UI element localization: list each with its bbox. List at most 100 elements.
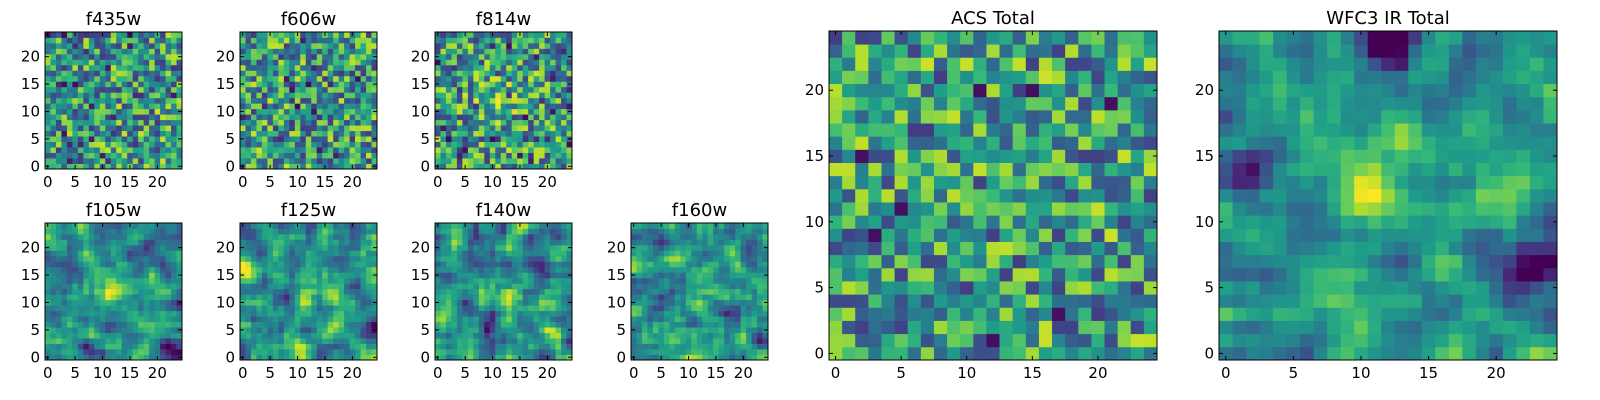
heatmap-cell <box>94 305 101 312</box>
heatmap-cell <box>50 343 57 350</box>
heatmap-cell <box>176 37 183 44</box>
heatmap-cell <box>349 152 356 159</box>
heatmap-cell <box>127 37 134 44</box>
heatmap-cell <box>250 261 257 268</box>
heatmap-cell <box>149 158 155 164</box>
heatmap-cell <box>149 163 155 170</box>
heatmap-cell <box>1117 188 1132 203</box>
heatmap-cell <box>305 158 312 164</box>
heatmap-cell <box>544 103 551 110</box>
heatmap-cell <box>456 299 463 306</box>
heatmap-cell <box>272 354 279 361</box>
heatmap-cell <box>729 288 736 295</box>
heatmap-cell <box>707 223 714 229</box>
heatmap-cell <box>289 277 296 284</box>
heatmap-cell <box>160 42 166 49</box>
heatmap-cell <box>691 294 698 301</box>
heatmap-cell <box>544 288 551 295</box>
axes-frame <box>434 31 573 170</box>
heatmap-cell <box>294 338 301 344</box>
heatmap-cell <box>920 346 935 361</box>
heatmap-cell <box>1117 241 1132 256</box>
heatmap-cell <box>110 272 117 279</box>
heatmap-cell <box>550 163 556 170</box>
heatmap-cell <box>349 108 356 115</box>
heatmap-cell <box>105 349 112 355</box>
heatmap-cell <box>539 283 545 290</box>
heatmap-cell <box>1091 320 1105 335</box>
heatmap-cell <box>283 158 290 164</box>
heatmap-cell <box>855 149 869 163</box>
heatmap-cell <box>165 152 172 159</box>
heatmap-cell <box>349 327 356 333</box>
heatmap-cell <box>283 250 290 257</box>
heatmap-cell <box>99 125 106 132</box>
heatmap-cell <box>138 277 145 284</box>
heatmap-cell <box>94 119 101 126</box>
heatmap-cell <box>500 92 507 99</box>
heatmap-cell <box>533 294 540 301</box>
heatmap-cell <box>45 250 51 257</box>
heatmap-cell <box>338 119 345 126</box>
heatmap-cell <box>66 255 73 262</box>
heatmap-cell <box>691 261 698 268</box>
heatmap-cell <box>94 338 101 344</box>
heatmap-cell <box>360 119 367 126</box>
heatmap-cell <box>171 37 177 44</box>
heatmap-cell <box>751 261 758 268</box>
heatmap-cell <box>344 119 350 126</box>
heatmap-cell <box>316 343 323 350</box>
heatmap-cell <box>300 349 307 355</box>
heatmap-cell <box>1104 215 1119 229</box>
heatmap-cell <box>261 321 268 328</box>
heatmap-cell <box>933 254 948 269</box>
heatmap-cell <box>647 310 654 317</box>
heatmap-cell <box>467 32 474 38</box>
heatmap-cell <box>289 136 296 142</box>
heatmap-cell <box>50 244 57 251</box>
heatmap-cell <box>685 299 692 306</box>
heatmap-cell <box>522 163 529 170</box>
heatmap-cell <box>506 255 513 262</box>
heatmap-cell <box>66 272 73 279</box>
heatmap-cell <box>305 103 312 110</box>
heatmap-cell <box>50 42 57 49</box>
heatmap-cell <box>344 327 350 333</box>
heatmap-cell <box>66 92 73 99</box>
heatmap-cell <box>240 266 246 273</box>
heatmap-cell <box>680 261 687 268</box>
heatmap-cell <box>272 332 279 339</box>
heatmap-cell <box>240 147 246 153</box>
heatmap-cell <box>473 130 480 137</box>
heatmap-cell <box>539 103 545 110</box>
heatmap-cell <box>355 343 361 350</box>
heatmap-cell <box>154 59 161 66</box>
heatmap-cell <box>473 255 480 262</box>
heatmap-cell <box>94 239 101 246</box>
heatmap-cell <box>360 321 367 328</box>
heatmap-cell <box>641 266 648 273</box>
heatmap-cell <box>305 321 312 328</box>
heatmap-cell <box>160 48 166 55</box>
heatmap-cell <box>691 272 698 279</box>
heatmap-cell <box>440 250 447 257</box>
heatmap-cell <box>132 81 139 88</box>
heatmap-cell <box>245 266 252 273</box>
heatmap-cell <box>149 141 155 148</box>
heatmap-cell <box>445 239 452 246</box>
heatmap-cell <box>250 48 257 55</box>
heatmap-cell <box>517 86 524 93</box>
heatmap-cell <box>132 108 139 115</box>
heatmap-cell <box>83 158 90 164</box>
heatmap-cell <box>456 75 463 82</box>
heatmap-cell <box>250 32 257 38</box>
heatmap-cell <box>729 277 736 284</box>
heatmap-cell <box>294 92 301 99</box>
heatmap-cell <box>484 70 491 77</box>
heatmap-cell <box>435 103 441 110</box>
heatmap-cell <box>261 354 268 361</box>
heatmap-cell <box>506 354 513 361</box>
heatmap-cell <box>66 288 73 295</box>
heatmap-cell <box>440 327 447 333</box>
heatmap-cell <box>294 244 301 251</box>
